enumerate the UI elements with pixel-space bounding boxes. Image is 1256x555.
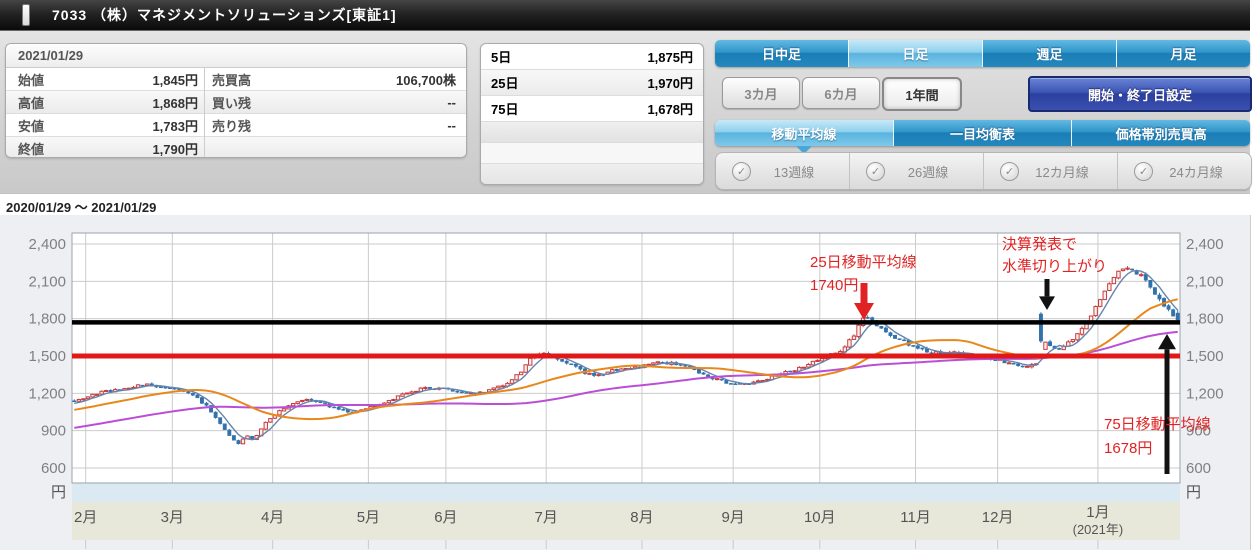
chart-date-range: 2020/01/29 ～ 2021/01/29	[6, 200, 157, 215]
svg-text:1678円: 1678円	[1104, 440, 1152, 457]
svg-text:6月: 6月	[434, 509, 457, 526]
quote-column-divider	[204, 67, 205, 157]
checkbox-checked-icon: ✓	[1134, 161, 1153, 181]
svg-text:5月: 5月	[357, 509, 380, 526]
low-value: 1,783円	[152, 118, 198, 134]
svg-text:4月: 4月	[261, 509, 284, 526]
tab-monthly[interactable]: 月足	[1116, 40, 1250, 67]
svg-text:2,400: 2,400	[28, 236, 66, 253]
tab-daily[interactable]: 日足	[848, 40, 982, 67]
tab-moving-average[interactable]: 移動平均線	[715, 120, 893, 146]
svg-text:2,400: 2,400	[1186, 236, 1224, 253]
ma75-label: 75日	[491, 102, 519, 117]
quote-date: 2021/01/29	[6, 44, 466, 68]
ma25-label: 25日	[491, 76, 519, 91]
svg-text:12月: 12月	[982, 509, 1014, 526]
svg-text:900: 900	[1186, 423, 1211, 440]
tab-ichimoku[interactable]: 一目均衡表	[892, 120, 1072, 146]
svg-text:25日移動平均線: 25日移動平均線	[810, 254, 917, 271]
header-accent-bar-icon	[22, 4, 30, 26]
checkbox-26week-line[interactable]: ✓ 26週線	[849, 153, 983, 189]
start-end-date-setting-button[interactable]: 開始・終了日設定	[1028, 76, 1252, 112]
svg-text:600: 600	[1186, 460, 1211, 477]
high-value: 1,868円	[152, 95, 198, 111]
window-header: 7033 （株）マネジメントソリューションズ[東証1]	[0, 0, 1250, 31]
price-chart-canvas[interactable]: 600 600 900 900 1,200 1,200 1,500 1,500 1,800 1,8…	[0, 215, 1250, 550]
quote-row-close: 終値 1,790円	[6, 137, 466, 157]
checkbox-checked-icon: ✓	[732, 161, 751, 181]
svg-text:2,100: 2,100	[1186, 273, 1224, 290]
ma75-row: 75日 1,678円	[481, 96, 703, 122]
checkbox-checked-icon: ✓	[1000, 161, 1019, 181]
close-label: 終値	[18, 141, 45, 157]
svg-text:2,100: 2,100	[28, 273, 66, 290]
quote-row-high: 高値 1,868円 買い残 --	[6, 91, 466, 114]
svg-text:1,500: 1,500	[28, 348, 66, 365]
quote-row-low: 安値 1,783円 売り残 --	[6, 114, 466, 137]
svg-text:600: 600	[41, 460, 66, 477]
svg-text:8月: 8月	[630, 509, 653, 526]
svg-text:1,200: 1,200	[28, 385, 66, 402]
svg-text:2月: 2月	[74, 509, 97, 526]
checkbox-13week-line[interactable]: ✓ 13週線	[716, 153, 849, 189]
buy-balance-value: --	[447, 94, 456, 110]
volume-value: 106,700株	[396, 72, 456, 88]
toolbar: 2021/01/29 始値 1,845円 売買高 106,700株 高値 1,8…	[0, 31, 1252, 194]
checkbox-checked-icon: ✓	[866, 161, 885, 181]
ma5-row: 5日 1,875円	[481, 44, 703, 70]
checkbox-12month-line[interactable]: ✓ 12カ月線	[983, 153, 1117, 189]
stock-title: 7033 （株）マネジメントソリューションズ[東証1]	[52, 7, 397, 23]
svg-text:1,200: 1,200	[1186, 385, 1224, 402]
svg-text:11月: 11月	[900, 509, 931, 526]
ma25-row: 25日 1,970円	[481, 70, 703, 96]
quote-row-open: 始値 1,845円 売買高 106,700株	[6, 68, 466, 91]
svg-text:3月: 3月	[161, 509, 184, 526]
ma75-value: 1,678円	[647, 102, 693, 117]
sell-balance-label: 売り残	[212, 118, 252, 134]
moving-average-panel: 5日 1,875円 25日 1,970円 75日 1,678円	[480, 43, 704, 185]
range-3month-button[interactable]: 3カ月	[722, 77, 800, 109]
svg-text:1月: 1月	[1086, 504, 1109, 521]
chart-area: 600 600 900 900 1,200 1,200 1,500 1,500 1,800 1,8…	[0, 215, 1251, 550]
svg-text:900: 900	[41, 423, 66, 440]
quote-panel: 2021/01/29 始値 1,845円 売買高 106,700株 高値 1,8…	[5, 43, 467, 158]
tab-intraday[interactable]: 日中足	[715, 40, 848, 67]
svg-text:1740円: 1740円	[810, 277, 858, 294]
svg-text:9月: 9月	[721, 509, 744, 526]
high-label: 高値	[18, 95, 45, 111]
svg-text:1,800: 1,800	[1186, 311, 1224, 328]
period-tabbar: 日中足 日足 週足 月足	[715, 40, 1250, 67]
sell-balance-value: --	[447, 117, 456, 133]
range-6month-button[interactable]: 6カ月	[802, 77, 880, 109]
svg-text:75日移動平均線: 75日移動平均線	[1104, 416, 1211, 433]
tab-volume-by-price[interactable]: 価格帯別売買高	[1071, 120, 1250, 146]
checkbox-24month-line[interactable]: ✓ 24カ月線	[1117, 153, 1251, 189]
svg-text:7月: 7月	[535, 509, 558, 526]
ma-line-checkbar: ✓ 13週線 ✓ 26週線 ✓ 12カ月線 ✓ 24カ月線	[715, 152, 1252, 190]
svg-text:(2021年): (2021年)	[1073, 522, 1124, 537]
svg-text:円: 円	[1186, 484, 1201, 501]
tab-weekly[interactable]: 週足	[982, 40, 1116, 67]
svg-text:1,500: 1,500	[1186, 348, 1224, 365]
svg-text:10月: 10月	[804, 509, 836, 526]
svg-text:決算発表で: 決算発表で	[1002, 235, 1077, 253]
range-1year-button[interactable]: 1年間	[882, 77, 962, 111]
active-tab-pointer-icon	[796, 146, 812, 154]
low-label: 安値	[18, 118, 45, 134]
buy-balance-label: 買い残	[212, 95, 252, 111]
ma25-value: 1,970円	[647, 76, 693, 91]
indicator-tabbar: 移動平均線 一目均衡表 価格帯別売買高	[715, 120, 1250, 146]
open-value: 1,845円	[152, 72, 198, 88]
svg-text:水準切り上がり: 水準切り上がり	[1002, 258, 1107, 275]
ma5-value: 1,875円	[647, 50, 693, 65]
close-value: 1,790円	[152, 141, 198, 157]
ma5-label: 5日	[491, 50, 512, 65]
volume-label: 売買高	[212, 72, 252, 88]
svg-text:1,800: 1,800	[28, 311, 66, 328]
open-label: 始値	[18, 72, 45, 88]
svg-text:円: 円	[51, 484, 66, 501]
